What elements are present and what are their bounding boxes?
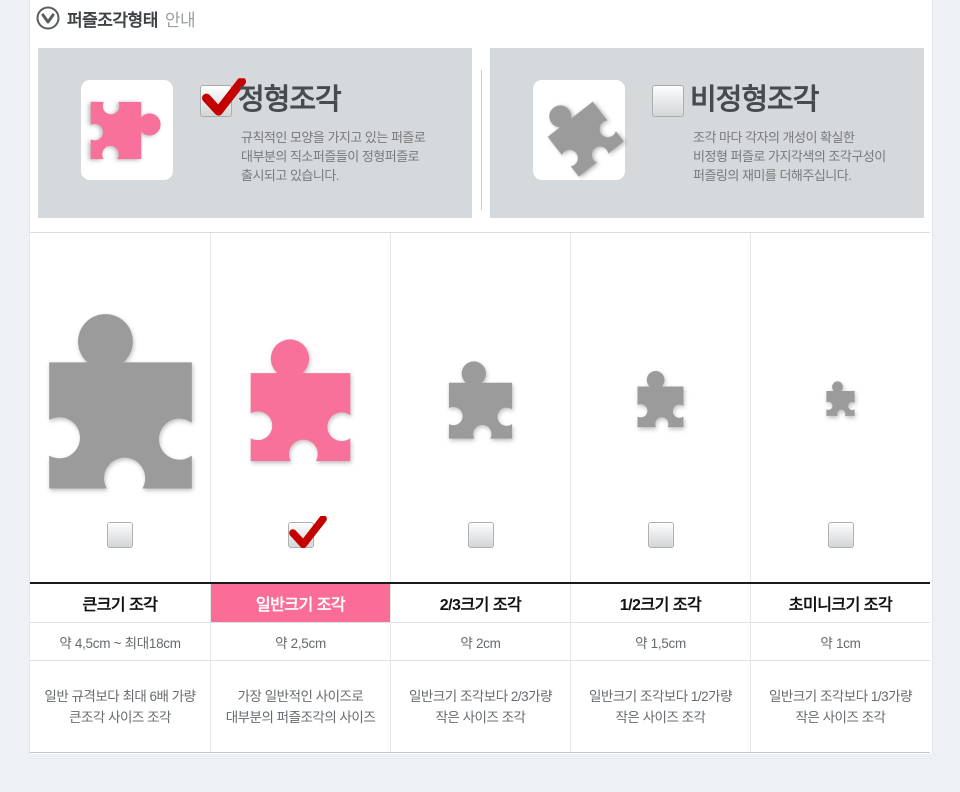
size-desc-two-thirds: 일반크기 조각보다 2/3가량 작은 사이즈 조각 [390,661,570,752]
size-desc-large: 일반 규격보다 최대 6배 가량 큰조각 사이즈 조각 [44,688,196,725]
puzzle-piece-half-icon [634,367,687,429]
piece-description-row: 일반 규격보다 최대 6배 가량 큰조각 사이즈 조각 가장 일반적인 사이즈로 대… [30,660,930,752]
irregular-shape-box: 비정형조각 조각 마다 각자의 개성이 확실한 비정형 퍼즐로 가지각색의 조각… [490,48,924,218]
regular-piece-thumbnail [81,80,173,180]
size-checkbox-two-thirds[interactable] [467,522,494,548]
size-option-normal[interactable]: 일반크기 조각 [210,584,390,622]
regular-checkbox[interactable] [200,85,232,117]
page-subtitle: 안내 [164,10,196,30]
size-value-large: 약 4,5cm ~ 최대18cm [59,635,181,651]
size-option-two-thirds[interactable]: 2/3크기 조각 [390,584,570,622]
size-option-mini[interactable]: 초미니크기 조각 [750,584,930,622]
size-checkbox-normal[interactable] [287,522,314,548]
size-option-half[interactable]: 1/2크기 조각 [570,584,750,622]
size-desc-half: 일반크기 조각보다 1/2가량 작은 사이즈 조각 [570,661,750,752]
size-desc-normal: 가장 일반적인 사이즈로 대부분의 퍼즐조각의 사이즈 [210,661,390,752]
size-value-two-thirds: 약 2cm [390,623,570,660]
piece-name-row: 큰크기 조각 일반크기 조각 2/3크기 조각 1/2크기 조각 초미니크기 조… [30,582,930,622]
piece-visual-large [30,233,210,582]
size-checkbox-mini[interactable] [827,522,854,548]
piece-visual-half [570,233,750,582]
regular-title: 정형조각 [238,84,342,116]
puzzle-piece-large-icon [38,302,203,494]
size-value-normal: 약 2,5cm [210,623,390,660]
red-check-icon [289,516,327,550]
piece-size-table: 큰크기 조각 일반크기 조각 2/3크기 조각 1/2크기 조각 초미니크기 조… [30,232,930,753]
piece-visual-row [30,233,930,582]
puzzle-piece-icon [529,79,628,180]
puzzle-piece-two-thirds-icon [444,356,517,441]
puzzle-piece-mini-icon [824,379,857,417]
page-title: 퍼즐조각형태 [67,10,158,30]
regular-shape-box: 정형조각 규칙적인 모양을 가지고 있는 퍼즐로 대부분의 직소퍼즐들이 정형퍼… [38,48,472,218]
piece-visual-two-thirds [390,233,570,582]
irregular-checkbox[interactable] [652,85,684,117]
piece-size-row: 약 4,5cm ~ 최대18cm 약 2,5cm 약 2cm 약 1,5cm 약… [30,622,930,660]
chevron-down-circle-icon[interactable] [36,6,60,30]
size-checkbox-half[interactable] [647,522,674,548]
size-option-large[interactable]: 큰크기 조각 [82,597,158,614]
size-value-half: 약 1,5cm [570,623,750,660]
box-divider [481,70,482,210]
irregular-description: 조각 마다 각자의 개성이 확실한 비정형 퍼즐로 가지각색의 조각구성이 퍼즐… [693,130,886,183]
size-desc-mini: 일반크기 조각보다 1/3가량 작은 사이즈 조각 [750,661,930,752]
piece-visual-normal [210,233,390,582]
irregular-piece-thumbnail [533,80,625,180]
irregular-title: 비정형조각 [690,84,819,116]
puzzle-piece-icon [89,97,166,163]
puzzle-piece-normal-icon [243,331,358,465]
piece-visual-mini [750,233,930,582]
section-title-bar: 퍼즐조각형태 안내 [36,5,196,31]
size-value-mini: 약 1cm [750,623,930,660]
size-checkbox-large[interactable] [107,522,133,548]
regular-description: 규칙적인 모양을 가지고 있는 퍼즐로 대부분의 직소퍼즐들이 정형퍼즐로 출시… [241,130,426,183]
